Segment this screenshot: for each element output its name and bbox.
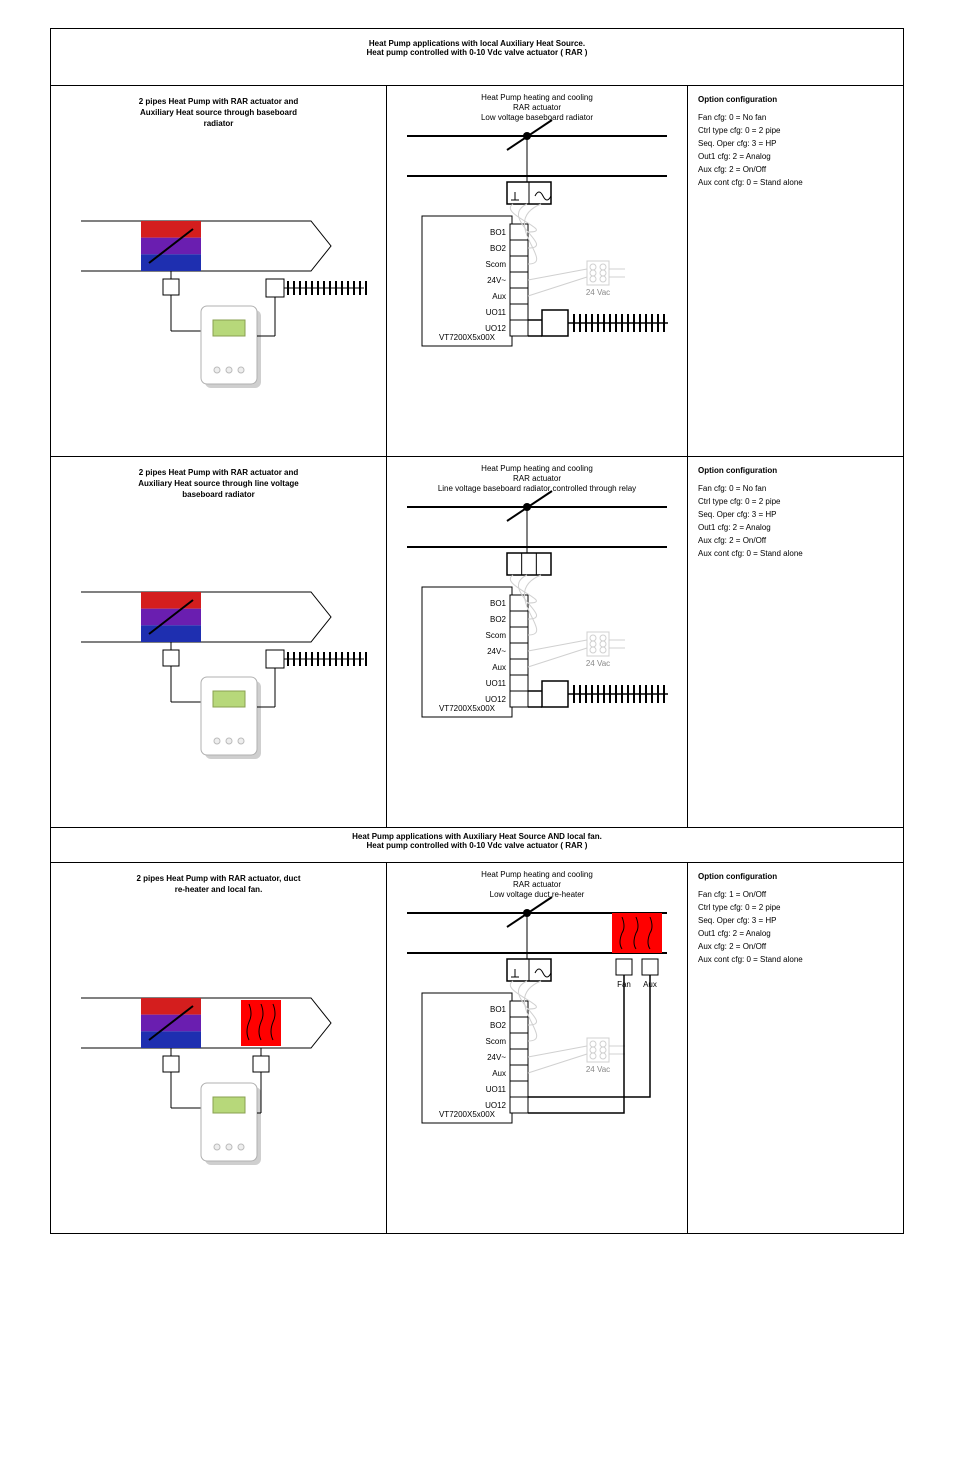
- svg-text:Low voltage baseboard radiator: Low voltage baseboard radiator: [481, 113, 593, 122]
- svg-text:24V~: 24V~: [487, 1053, 506, 1062]
- svg-text:Fan cfg: 0 = No fan: Fan cfg: 0 = No fan: [698, 484, 766, 493]
- section-2-title-2: Heat pump controlled with 0-10 Vdc valve…: [51, 841, 903, 850]
- svg-text:Aux cfg: 2 = On/Off: Aux cfg: 2 = On/Off: [698, 165, 767, 174]
- thermostat-icon: [201, 677, 261, 759]
- svg-text:radiator: radiator: [204, 119, 234, 128]
- diagram-table: Heat Pump applications with local Auxili…: [50, 28, 904, 1234]
- section-1-header-row: Heat Pump applications with local Auxili…: [51, 29, 904, 86]
- svg-text:24V~: 24V~: [487, 647, 506, 656]
- svg-text:Scom: Scom: [486, 260, 507, 269]
- svg-text:Ctrl type cfg: 0 = 2 pipe: Ctrl type cfg: 0 = 2 pipe: [698, 497, 781, 506]
- svg-text:VT7200X5x00X: VT7200X5x00X: [439, 704, 496, 713]
- svg-text:UO11: UO11: [486, 1085, 507, 1094]
- svg-text:Heat Pump heating and cooling: Heat Pump heating and cooling: [481, 464, 593, 473]
- svg-text:Out1 cfg: 2 = Analog: Out1 cfg: 2 = Analog: [698, 929, 771, 938]
- svg-text:baseboard radiator: baseboard radiator: [182, 490, 254, 499]
- svg-text:2 pipes Heat Pump with RAR act: 2 pipes Heat Pump with RAR actuator and: [139, 97, 299, 106]
- svg-text:Aux: Aux: [492, 663, 506, 672]
- svg-text:BO1: BO1: [490, 228, 507, 237]
- svg-text:Option configuration: Option configuration: [698, 466, 777, 475]
- svg-text:UO12: UO12: [485, 324, 506, 333]
- svg-text:Option configuration: Option configuration: [698, 872, 777, 881]
- svg-text:Low voltage duct re-heater: Low voltage duct re-heater: [490, 890, 585, 899]
- section-2-header-row: Heat Pump applications with Auxiliary He…: [51, 828, 904, 863]
- svg-text:UO12: UO12: [485, 1101, 506, 1110]
- svg-text:RAR actuator: RAR actuator: [513, 880, 561, 889]
- svg-text:BO2: BO2: [490, 1021, 507, 1030]
- svg-text:Line voltage baseboard radiato: Line voltage baseboard radiator controll…: [438, 484, 636, 493]
- svg-text:VT7200X5x00X: VT7200X5x00X: [439, 1110, 496, 1119]
- section-1-title-2: Heat pump controlled with 0-10 Vdc valve…: [51, 48, 904, 57]
- svg-text:Aux cfg: 2 = On/Off: Aux cfg: 2 = On/Off: [698, 536, 767, 545]
- svg-text:Heat Pump heating and cooling: Heat Pump heating and cooling: [481, 93, 593, 102]
- row-1: 2 pipes Heat Pump with RAR actuator and A…: [51, 86, 904, 457]
- svg-text:24V~: 24V~: [487, 276, 506, 285]
- svg-text:Scom: Scom: [486, 631, 507, 640]
- section-1-title-1: Heat Pump applications with local Auxili…: [51, 39, 904, 48]
- svg-text:Seq. Oper cfg: 3 = HP: Seq. Oper cfg: 3 = HP: [698, 510, 776, 519]
- section-2-title-1: Heat Pump applications with Auxiliary He…: [51, 832, 903, 841]
- thermostat-icon: [201, 1083, 261, 1165]
- svg-text:BO2: BO2: [490, 615, 507, 624]
- thermostat-icon: [201, 306, 261, 388]
- svg-text:Seq. Oper cfg: 3 = HP: Seq. Oper cfg: 3 = HP: [698, 139, 776, 148]
- svg-text:BO2: BO2: [490, 244, 507, 253]
- row-2: 2 pipes Heat Pump with RAR actuator and A…: [51, 457, 904, 828]
- svg-text:24 Vac: 24 Vac: [586, 288, 610, 297]
- svg-text:Scom: Scom: [486, 1037, 507, 1046]
- svg-text:24 Vac: 24 Vac: [586, 1065, 610, 1074]
- svg-text:2 pipes Heat Pump with RAR act: 2 pipes Heat Pump with RAR actuator and: [139, 468, 299, 477]
- svg-text:VT7200X5x00X: VT7200X5x00X: [439, 333, 496, 342]
- svg-text:Auxiliary Heat source through: Auxiliary Heat source through line volta…: [138, 479, 299, 488]
- svg-text:Option configuration: Option configuration: [698, 95, 777, 104]
- svg-text:Auxiliary Heat source through: Auxiliary Heat source through baseboard: [140, 108, 297, 117]
- row-3: 2 pipes Heat Pump with RAR actuator, duc…: [51, 863, 904, 1234]
- svg-text:Aux: Aux: [492, 1069, 506, 1078]
- svg-text:24 Vac: 24 Vac: [586, 659, 610, 668]
- svg-text:Fan cfg: 1 = On/Off: Fan cfg: 1 = On/Off: [698, 890, 767, 899]
- svg-text:UO11: UO11: [486, 679, 507, 688]
- svg-text:BO1: BO1: [490, 1005, 507, 1014]
- svg-text:UO11: UO11: [486, 308, 507, 317]
- svg-text:Aux: Aux: [492, 292, 506, 301]
- svg-text:re-heater and local fan.: re-heater and local fan.: [175, 885, 263, 894]
- svg-text:Aux cfg: 2 = On/Off: Aux cfg: 2 = On/Off: [698, 942, 767, 951]
- svg-text:2 pipes Heat Pump with RAR act: 2 pipes Heat Pump with RAR actuator, duc…: [136, 874, 300, 883]
- svg-text:Aux cont cfg: 0 = Stand alone: Aux cont cfg: 0 = Stand alone: [698, 955, 803, 964]
- svg-text:Aux cont cfg: 0 = Stand alone: Aux cont cfg: 0 = Stand alone: [698, 178, 803, 187]
- svg-text:RAR actuator: RAR actuator: [513, 103, 561, 112]
- svg-text:Out1 cfg: 2 = Analog: Out1 cfg: 2 = Analog: [698, 152, 771, 161]
- svg-text:Seq. Oper cfg: 3 = HP: Seq. Oper cfg: 3 = HP: [698, 916, 776, 925]
- svg-text:Out1 cfg: 2 = Analog: Out1 cfg: 2 = Analog: [698, 523, 771, 532]
- svg-text:RAR actuator: RAR actuator: [513, 474, 561, 483]
- svg-text:Fan cfg: 0 = No fan: Fan cfg: 0 = No fan: [698, 113, 766, 122]
- page: Heat Pump applications with local Auxili…: [0, 0, 954, 1475]
- svg-text:UO12: UO12: [485, 695, 506, 704]
- svg-text:Aux cont cfg: 0 = Stand alone: Aux cont cfg: 0 = Stand alone: [698, 549, 803, 558]
- svg-text:Ctrl type cfg: 0 = 2 pipe: Ctrl type cfg: 0 = 2 pipe: [698, 126, 781, 135]
- svg-text:Ctrl type cfg: 0 = 2 pipe: Ctrl type cfg: 0 = 2 pipe: [698, 903, 781, 912]
- svg-text:BO1: BO1: [490, 599, 507, 608]
- svg-text:Heat Pump heating and cooling: Heat Pump heating and cooling: [481, 870, 593, 879]
